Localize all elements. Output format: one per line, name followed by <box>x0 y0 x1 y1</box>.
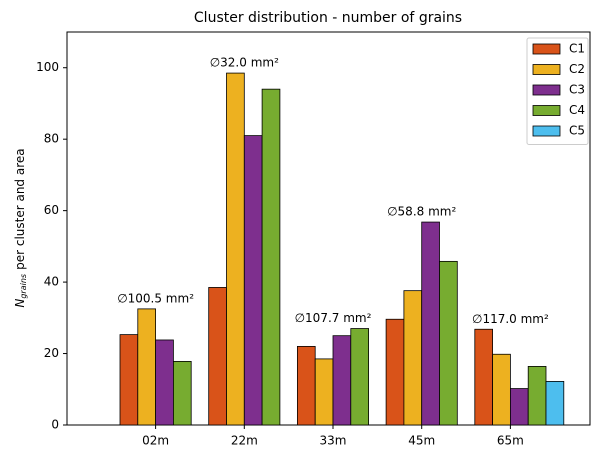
y-tick-label: 60 <box>44 203 59 217</box>
x-tick-label: 02m <box>142 434 169 448</box>
y-label-symbol: N <box>13 299 27 308</box>
bar <box>314 358 334 426</box>
bar <box>545 381 565 426</box>
x-tick-label: 22m <box>231 434 258 448</box>
legend-swatch <box>532 125 561 137</box>
y-label-subscript: grains <box>19 274 28 299</box>
legend-label: C4 <box>569 103 585 117</box>
bar <box>527 366 547 426</box>
bar <box>492 353 511 426</box>
bar <box>439 260 458 426</box>
annotation: ∅32.0 mm² <box>210 56 279 70</box>
bar <box>261 88 281 426</box>
y-axis-label: Ngrains per cluster and area <box>13 148 28 307</box>
bar <box>421 221 440 426</box>
legend-swatch <box>532 43 561 55</box>
bar <box>119 334 139 426</box>
legend-swatch <box>532 64 561 75</box>
x-tick-label: 65m <box>497 434 524 448</box>
bar <box>385 318 405 426</box>
legend-label: C5 <box>569 124 585 138</box>
legend-swatch <box>532 105 561 116</box>
bar <box>226 72 245 426</box>
legend-label: C2 <box>569 62 585 76</box>
annotation: ∅117.0 mm² <box>472 312 549 326</box>
bar <box>403 290 423 426</box>
y-tick-label: 0 <box>51 418 59 432</box>
legend-swatch <box>532 84 561 96</box>
bar <box>208 287 227 426</box>
bar <box>172 361 192 426</box>
bar <box>296 345 316 426</box>
bar <box>155 339 174 426</box>
legend-label: C3 <box>569 83 585 97</box>
bar <box>474 328 493 426</box>
y-label-text: per cluster and area <box>13 148 27 270</box>
y-tick-label: 100 <box>36 60 59 74</box>
y-tick-label: 80 <box>44 132 59 146</box>
y-tick-label: 20 <box>44 346 59 360</box>
y-tick-label: 40 <box>44 275 59 289</box>
bar <box>350 328 369 426</box>
annotation: ∅58.8 mm² <box>387 205 456 219</box>
bar <box>243 135 263 426</box>
x-tick-label: 33m <box>320 434 347 448</box>
bar <box>509 388 529 426</box>
annotation: ∅100.5 mm² <box>117 291 194 305</box>
bar <box>332 335 352 426</box>
legend-label: C1 <box>569 42 585 56</box>
bar <box>137 308 157 426</box>
annotation: ∅107.7 mm² <box>295 311 372 325</box>
chart-title: Cluster distribution - number of grains <box>194 10 462 26</box>
x-tick-label: 45m <box>408 434 435 448</box>
